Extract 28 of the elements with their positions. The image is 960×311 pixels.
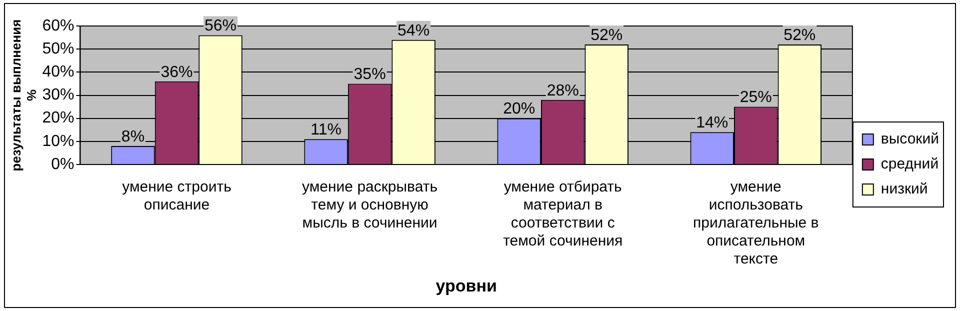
x-tick-label: умение отбирать материал в соответствии с темой сочинения	[503, 178, 623, 250]
legend-label: высокий	[880, 130, 940, 148]
data-label: 52%	[784, 26, 816, 44]
data-label: 20%	[503, 100, 536, 118]
y-tick-label: 10%	[42, 132, 74, 150]
legend-label: средний	[880, 156, 939, 173]
data-label: 14%	[696, 114, 728, 132]
y-axis-title: результаты выплнения %	[8, 19, 39, 172]
data-label: 8%	[121, 128, 145, 146]
x-tick-label: умение использовать прилагательные в описательном тексте	[693, 178, 819, 268]
x-tick-label: умение раскрывать тему и основную мысль в сочинении	[302, 178, 438, 232]
y-tick-label: 20%	[42, 110, 74, 127]
x-tick-label: умение строить описание	[122, 178, 232, 214]
data-label: 35%	[354, 66, 386, 84]
y-tick-label: 40%	[42, 64, 74, 81]
y-tick-label: 0%	[51, 156, 74, 173]
data-label: 36%	[160, 64, 193, 81]
data-label: 25%	[740, 89, 772, 106]
data-label: 11%	[310, 122, 342, 139]
data-label: 28%	[546, 82, 579, 100]
y-tick-label: 60%	[42, 17, 74, 34]
data-label: 52%	[590, 26, 623, 44]
data-label: 56%	[204, 18, 237, 35]
y-tick-label: 50%	[42, 40, 74, 58]
data-label: 54%	[398, 22, 430, 40]
y-tick-label: 30%	[42, 86, 74, 104]
legend-label: низкий	[880, 180, 928, 198]
x-axis-title: уровни	[436, 276, 497, 296]
